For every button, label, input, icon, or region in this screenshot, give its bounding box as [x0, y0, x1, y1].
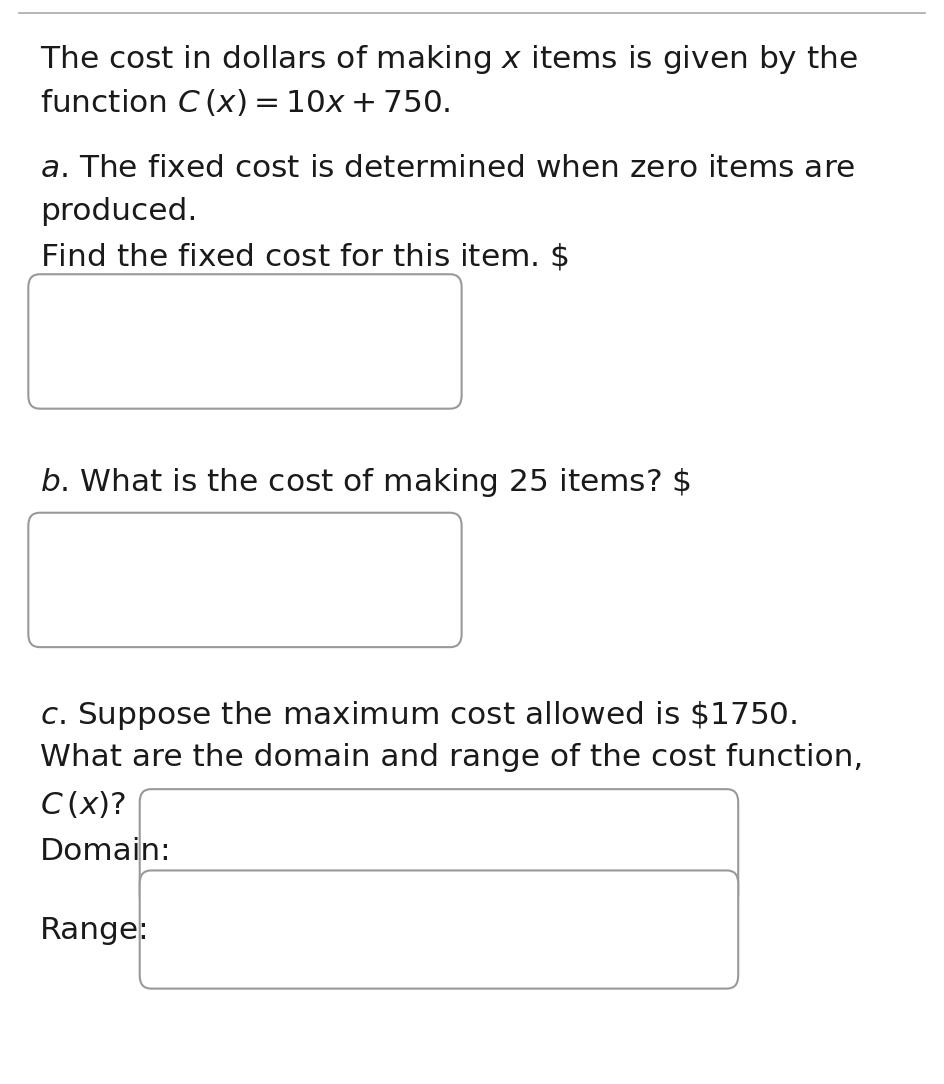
Text: $C\,(x)$?: $C\,(x)$?: [40, 789, 126, 821]
Text: What are the domain and range of the cost function,: What are the domain and range of the cos…: [40, 743, 863, 772]
FancyBboxPatch shape: [28, 513, 462, 647]
Text: $c$. Suppose the maximum cost allowed is $\$1750$.: $c$. Suppose the maximum cost allowed is…: [40, 699, 797, 732]
Text: $a$. The fixed cost is determined when zero items are: $a$. The fixed cost is determined when z…: [40, 154, 855, 183]
Text: Find the fixed cost for this item. $\$$: Find the fixed cost for this item. $\$$: [40, 241, 568, 272]
FancyBboxPatch shape: [140, 870, 738, 989]
Text: $b$. What is the cost of making 25 items? $\$$: $b$. What is the cost of making 25 items…: [40, 466, 691, 499]
FancyBboxPatch shape: [28, 274, 462, 409]
FancyBboxPatch shape: [140, 789, 738, 907]
Text: Domain:: Domain:: [40, 837, 171, 866]
Text: The cost in dollars of making $x$ items is given by the: The cost in dollars of making $x$ items …: [40, 43, 857, 76]
Text: function $C\,(x) = 10x + 750$.: function $C\,(x) = 10x + 750$.: [40, 87, 450, 118]
Text: produced.: produced.: [40, 197, 197, 227]
Text: Range:: Range:: [40, 916, 149, 945]
